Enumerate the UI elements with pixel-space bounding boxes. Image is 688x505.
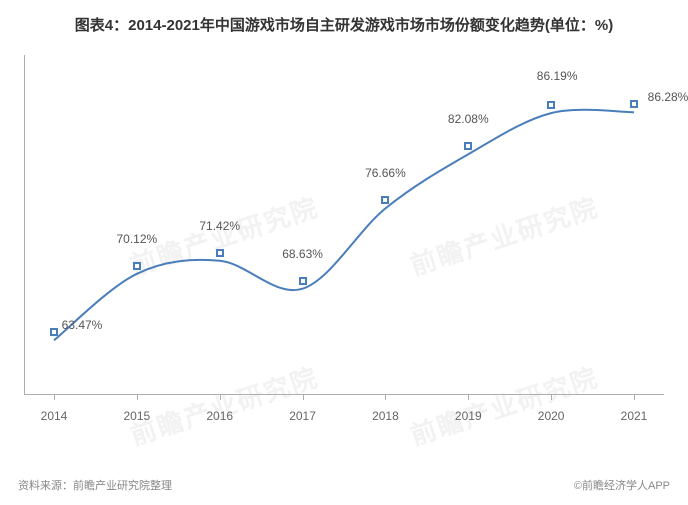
x-axis-line bbox=[24, 394, 664, 395]
source-label: 资料来源：前瞻产业研究院整理 bbox=[18, 477, 172, 493]
data-value-label: 86.19% bbox=[537, 69, 578, 83]
x-tick bbox=[303, 395, 304, 400]
data-marker bbox=[133, 262, 141, 270]
brand-label: ©前瞻经济学人APP bbox=[574, 477, 670, 493]
x-tick bbox=[137, 395, 138, 400]
x-axis-label: 2021 bbox=[621, 409, 648, 423]
x-axis-label: 2017 bbox=[289, 409, 316, 423]
data-value-label: 70.12% bbox=[116, 232, 157, 246]
y-axis-line bbox=[24, 55, 25, 395]
x-axis-label: 2016 bbox=[206, 409, 233, 423]
chart-plot-area: 前瞻产业研究院前瞻产业研究院前瞻产业研究院前瞻产业研究院 20142015201… bbox=[24, 55, 664, 435]
x-tick bbox=[551, 395, 552, 400]
x-tick bbox=[634, 395, 635, 400]
x-tick bbox=[385, 395, 386, 400]
chart-footer: 资料来源：前瞻产业研究院整理 ©前瞻经济学人APP bbox=[18, 477, 670, 493]
data-value-label: 68.63% bbox=[282, 247, 323, 261]
x-axis-label: 2015 bbox=[123, 409, 150, 423]
x-tick bbox=[54, 395, 55, 400]
data-value-label: 63.47% bbox=[62, 318, 103, 332]
data-marker bbox=[50, 328, 58, 336]
x-axis-label: 2020 bbox=[538, 409, 565, 423]
line-series-svg bbox=[24, 55, 664, 395]
x-tick bbox=[220, 395, 221, 400]
line-path bbox=[54, 110, 634, 341]
data-marker bbox=[464, 142, 472, 150]
chart-title: 图表4：2014-2021年中国游戏市场自主研发游戏市场市场份额变化趋势(单位：… bbox=[0, 0, 688, 45]
data-marker bbox=[216, 249, 224, 257]
data-value-label: 86.28% bbox=[648, 90, 688, 104]
data-value-label: 82.08% bbox=[448, 112, 489, 126]
x-tick bbox=[468, 395, 469, 400]
data-value-label: 71.42% bbox=[199, 219, 240, 233]
x-axis-label: 2018 bbox=[372, 409, 399, 423]
data-marker bbox=[547, 101, 555, 109]
x-axis-label: 2019 bbox=[455, 409, 482, 423]
data-marker bbox=[381, 196, 389, 204]
data-marker bbox=[630, 100, 638, 108]
data-marker bbox=[299, 277, 307, 285]
x-axis-label: 2014 bbox=[41, 409, 68, 423]
data-value-label: 76.66% bbox=[365, 166, 406, 180]
